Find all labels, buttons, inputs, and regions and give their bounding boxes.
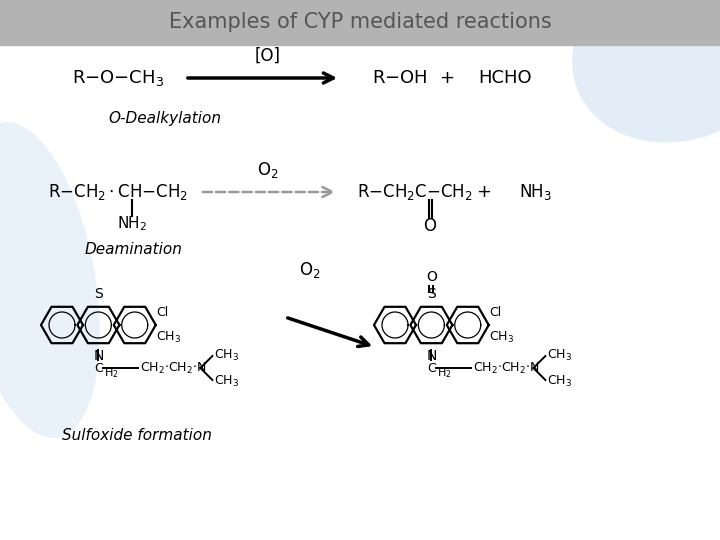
Text: CH$_3$: CH$_3$	[547, 374, 572, 389]
Text: Deamination: Deamination	[85, 242, 183, 258]
Text: NH$_3$: NH$_3$	[518, 182, 552, 202]
Text: CH$_2$$\cdot$CH$_2$$\cdot$N: CH$_2$$\cdot$CH$_2$$\cdot$N	[473, 361, 540, 375]
Text: R$-$O$-$CH$_3$: R$-$O$-$CH$_3$	[72, 68, 164, 88]
Text: CH$_2$$\cdot$CH$_2$$\cdot$N: CH$_2$$\cdot$CH$_2$$\cdot$N	[140, 361, 207, 375]
Text: CH$_3$: CH$_3$	[156, 330, 181, 345]
Text: O$_2$: O$_2$	[300, 260, 320, 280]
Ellipse shape	[0, 122, 100, 438]
Text: H$_2$: H$_2$	[437, 366, 452, 380]
Text: R$-$OH: R$-$OH	[372, 69, 428, 87]
Text: N: N	[93, 349, 104, 363]
Text: Cl: Cl	[489, 306, 501, 319]
Text: CH$_3$: CH$_3$	[215, 374, 240, 389]
Text: Sulfoxide formation: Sulfoxide formation	[62, 428, 212, 442]
Text: R$-$CH$_2\cdot$CH$-$CH$_2$: R$-$CH$_2\cdot$CH$-$CH$_2$	[48, 182, 188, 202]
Text: CH$_3$: CH$_3$	[547, 347, 572, 362]
Text: [O]: [O]	[255, 47, 281, 65]
Text: Examples of CYP mediated reactions: Examples of CYP mediated reactions	[168, 12, 552, 32]
Text: C: C	[427, 361, 436, 375]
Text: O: O	[426, 270, 437, 284]
Text: Cl: Cl	[156, 306, 168, 319]
Text: HCHO: HCHO	[478, 69, 532, 87]
Text: R$-$CH$_2$C$-$CH$_2$: R$-$CH$_2$C$-$CH$_2$	[357, 182, 473, 202]
Text: N: N	[426, 349, 436, 363]
Ellipse shape	[572, 0, 720, 143]
Text: C: C	[94, 361, 103, 375]
Text: +: +	[439, 69, 454, 87]
Text: CH$_3$: CH$_3$	[489, 330, 514, 345]
Text: O$_2$: O$_2$	[257, 160, 279, 180]
Text: O-Dealkylation: O-Dealkylation	[108, 111, 221, 125]
Text: CH$_3$: CH$_3$	[215, 347, 240, 362]
Bar	[0, 0, 720, 45]
Text: +: +	[477, 183, 492, 201]
Text: S: S	[94, 287, 103, 301]
Text: NH$_2$: NH$_2$	[117, 214, 147, 233]
Text: O: O	[423, 217, 436, 235]
Text: S: S	[427, 287, 436, 301]
Text: H$_2$: H$_2$	[104, 366, 119, 380]
